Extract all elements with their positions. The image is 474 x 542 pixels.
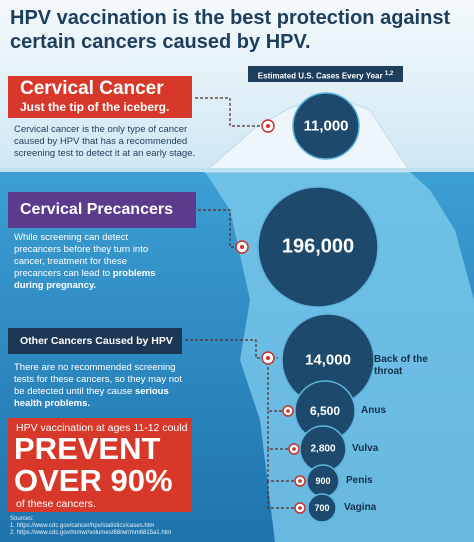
circle-label: Back of the throat [374,354,428,377]
callout-line: OVER 90% [14,463,173,498]
section-text-block: There are no recommended screening tests… [14,362,184,410]
callout-lead: HPV vaccination at ages 11-12 could [16,422,188,434]
circle-value: 11,000 [303,117,349,135]
circle-value: 900 [315,476,331,486]
section-subtitle: Just the tip of the iceberg. [20,100,170,114]
section-emphasis: serious health problems. [14,386,169,409]
sources: Sources: 1. https://www.cdc.gov/cancer/h… [10,516,171,537]
circle-label: Anus [361,405,386,416]
circle-value: 6,500 [309,404,341,418]
circle-label: Vulva [352,443,379,454]
callout-line: PREVENT [14,431,161,466]
circle-label: Penis [346,475,373,486]
cases-label-text: Estimated U.S. Cases Every Year [257,71,383,81]
callout-tail: of these cancers. [16,498,96,510]
superscript: 1,2 [384,71,394,77]
sources-title: Sources: [10,516,34,522]
source-item: 1. https://www.cdc.gov/cancer/hpv/statis… [10,523,155,529]
circle-label: Vagina [344,502,377,513]
section-text: There are no recommended screening tests… [14,362,182,397]
section-text: Cervical cancer is the only type of canc… [14,124,196,159]
circle-value: 700 [314,503,330,513]
section-title: Cervical Precancers [20,201,173,218]
section-text-block: While screening can detect precancers be… [14,232,164,292]
title: HPV vaccination is the best protection a… [10,7,451,53]
section-text: While screening can detect precancers be… [14,232,149,279]
section-emphasis: problems during pregnancy. [14,268,156,291]
circle-value: 2,800 [310,443,336,455]
source-item: 2. https://www.cdc.gov/mmwr/volumes/68/w… [10,530,172,536]
section-title: Other Cancers Caused by HPV [20,335,173,347]
cases-label: Estimated U.S. Cases Every Year 1,2 [248,66,403,82]
section-title: Cervical Cancer [20,78,164,99]
circle-value: 196,000 [281,235,355,258]
circle-value: 14,000 [305,351,351,369]
